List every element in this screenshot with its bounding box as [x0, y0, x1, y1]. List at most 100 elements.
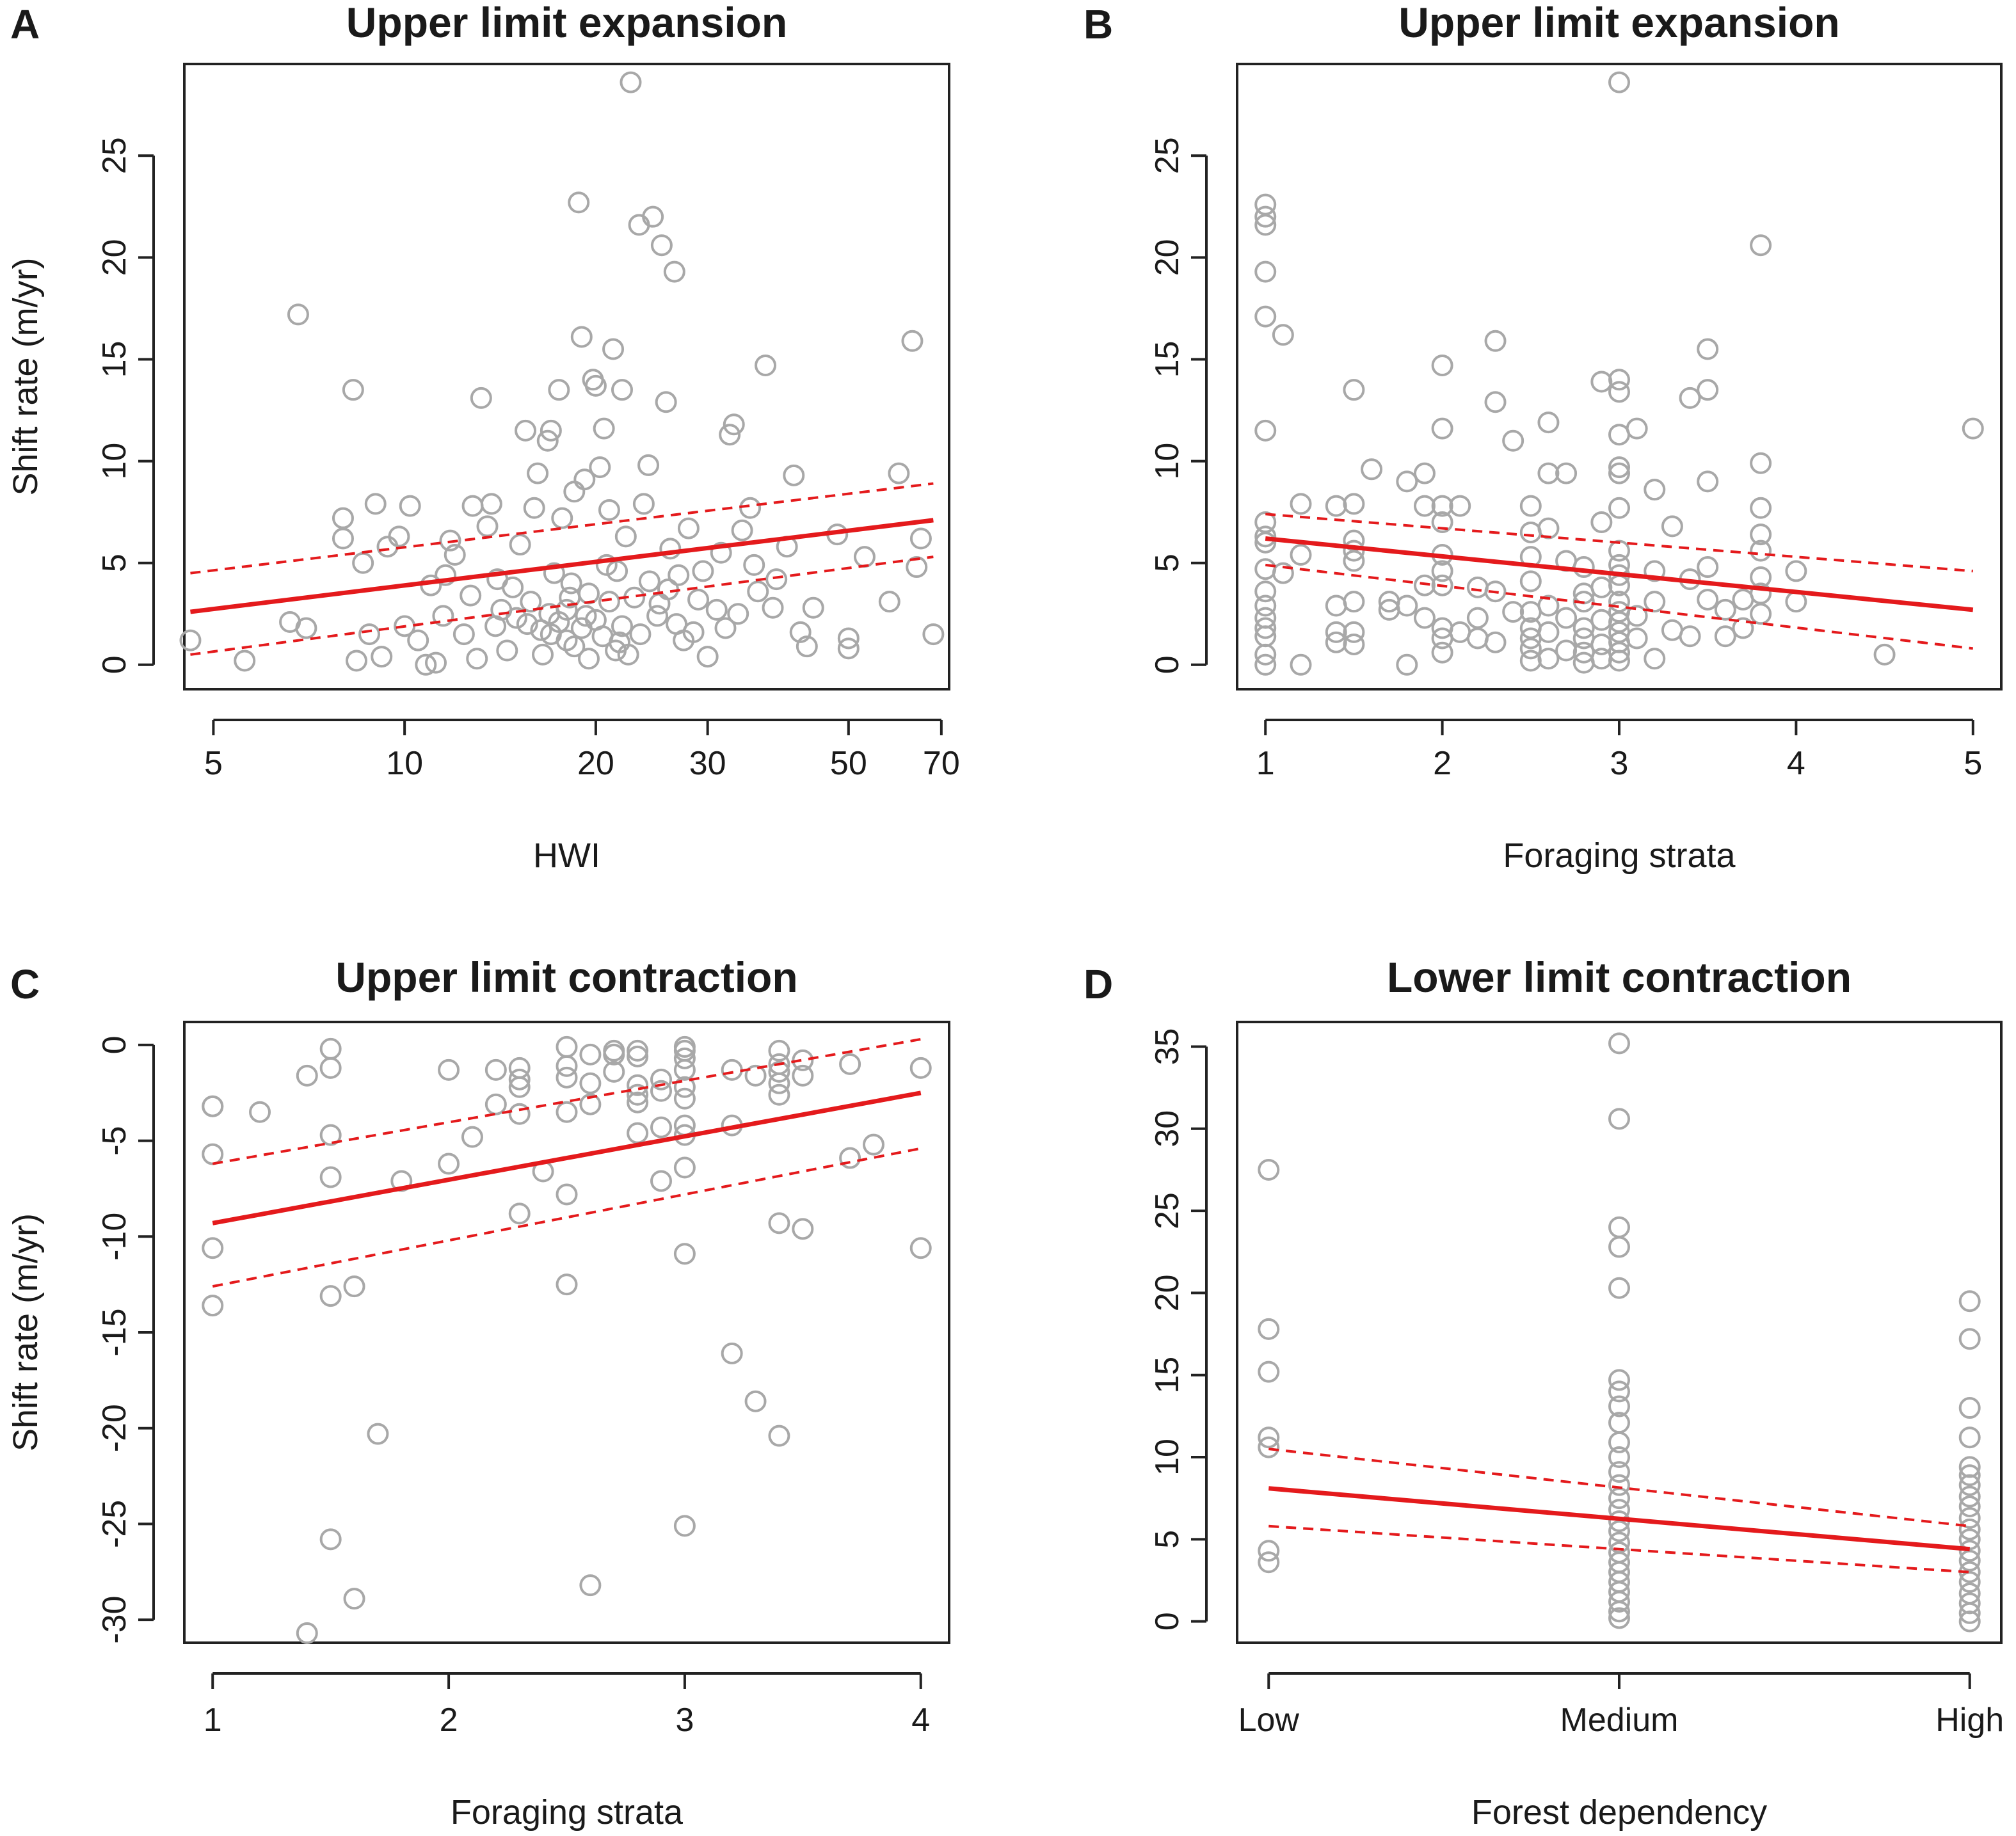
- panel-a-data-point: [470, 387, 492, 409]
- panel-b-data-point: [1714, 625, 1736, 648]
- panel-a-data-point: [723, 413, 745, 436]
- panel-c-data-point: [579, 1574, 602, 1597]
- panel-b-data-point: [1697, 470, 1719, 493]
- panel-c-y-tick-label: -25: [96, 1500, 133, 1548]
- panel-a-data-point: [642, 205, 664, 228]
- panel-b-x-tick-label: 2: [1433, 745, 1452, 782]
- panel-b-data-point: [1361, 458, 1383, 481]
- panel-b-data-point: [1750, 539, 1772, 562]
- panel-a-data-point: [727, 603, 749, 625]
- panel-b-data-point: [1644, 591, 1666, 613]
- panel-a-data-point: [444, 543, 466, 566]
- panel-a-data-point: [376, 536, 399, 558]
- panel-a-data-point: [577, 582, 600, 605]
- panel-c-data-point: [768, 1060, 790, 1083]
- panel-d-data-point: [1608, 1607, 1630, 1629]
- panel-c-data-point: [319, 1037, 342, 1060]
- panel-b-x-tick-label: 3: [1610, 745, 1629, 782]
- panel-b-data-point: [1608, 641, 1630, 664]
- panel-a-data-point: [346, 650, 368, 672]
- panel-b-data-point: [1484, 631, 1507, 653]
- panel-b-data-point: [1343, 591, 1365, 613]
- panel-b-data-point: [1343, 633, 1365, 655]
- panel-c-data-point: [343, 1588, 365, 1610]
- panel-b-data-point: [1290, 493, 1312, 515]
- panel-a-y-tick-label: 5: [96, 554, 133, 572]
- panel-b-data-point: [1661, 515, 1683, 538]
- panel-c-data-point: [768, 1425, 790, 1447]
- panel-a-x-tick-label: 10: [386, 745, 423, 782]
- panel-c-data-point: [744, 1390, 767, 1412]
- panel-c-data-point: [721, 1342, 743, 1364]
- panel-d-data-point: [1958, 1328, 1981, 1350]
- panel-d-data-point: [1608, 1474, 1630, 1496]
- panel-a-y-axis: 0 5 10 15 20 25: [96, 137, 155, 674]
- panel-c-data-point: [438, 1153, 460, 1175]
- panel-a-data-point: [543, 562, 565, 584]
- panel-d-data-point: [1608, 1431, 1630, 1453]
- panel-d-data-point: [1958, 1602, 1981, 1624]
- panel-c-data-point: [556, 1035, 578, 1058]
- panel-c-data-point: [343, 1275, 365, 1298]
- panel-d-data-point: [1608, 1601, 1630, 1623]
- panel-b-data-point: [1290, 653, 1312, 676]
- panel-a-y-axis-label: Shift rate (m/yr): [6, 257, 45, 495]
- panel-c-x-tick-label: 3: [675, 1702, 694, 1739]
- panel-b-data-point: [1537, 462, 1560, 484]
- panel-b-data-point: [1608, 71, 1630, 93]
- panel-b-data-point: [1431, 495, 1453, 517]
- panel-b-data-point: [1466, 627, 1489, 650]
- panel-c-data-point: [579, 1093, 602, 1115]
- panel-b-fit-line: [1265, 536, 1974, 612]
- panel-c-data-point: [319, 1057, 342, 1079]
- panel-b-ci-lower-line: [1265, 563, 1974, 650]
- panel-b-data-point: [1502, 601, 1524, 623]
- panel-a-data-point: [853, 546, 876, 568]
- panel-a-data-point: [352, 552, 374, 574]
- panel-c-data-point: [556, 1066, 578, 1089]
- panel-b-points: [1254, 71, 1984, 676]
- panel-d-x-tick-label: High: [1935, 1702, 2004, 1739]
- panel-a-y-tick-label: 15: [96, 341, 133, 378]
- panel-d-data-point: [1258, 1436, 1280, 1458]
- panel-a-data-point: [584, 374, 607, 397]
- panel-a-data-point: [358, 623, 381, 646]
- panel-a-data-point: [179, 629, 202, 651]
- panel-b-data-point: [1555, 462, 1578, 484]
- panel-c-data-point: [627, 1074, 649, 1096]
- panel-b-data-point: [1697, 379, 1719, 401]
- panel-b-data-point: [1590, 371, 1613, 393]
- panel-a-data-point: [388, 525, 410, 548]
- panel-b-data-point: [1254, 643, 1277, 666]
- panel-c-y-tick-label: -15: [96, 1308, 133, 1356]
- panel-b-data-point: [1732, 617, 1754, 639]
- panel-b-data-point: [1466, 607, 1489, 629]
- panel-b-data-point: [1537, 411, 1560, 434]
- panel-a-data-point: [739, 497, 762, 519]
- panel-a-data-point: [466, 648, 488, 670]
- panel-a-data-point: [614, 525, 637, 548]
- panel-a-data-point: [531, 643, 554, 666]
- panel-b-data-point: [1254, 531, 1277, 554]
- panel-a-data-point: [598, 499, 620, 521]
- panel-a-data-point: [551, 507, 573, 529]
- panel-b-letter: B: [1084, 1, 1113, 47]
- panel-a-data-point: [802, 596, 824, 619]
- panel-c-data-point: [296, 1064, 318, 1087]
- panel-a-y-tick-label: 10: [96, 443, 133, 480]
- panel-c-data-point: [650, 1068, 673, 1090]
- panel-d-y-tick-label: 35: [1149, 1028, 1186, 1066]
- panel-c-data-point: [202, 1095, 224, 1117]
- panel-b-data-point: [1679, 625, 1701, 648]
- panel-a-ci-upper-line: [190, 482, 934, 575]
- panel-a-data-point: [629, 623, 652, 646]
- panel-b-data-point: [1572, 617, 1595, 639]
- panel-a-data-point: [606, 560, 628, 582]
- panel-a-data-point: [577, 648, 600, 670]
- panel-b-data-point: [1254, 580, 1277, 603]
- panel-a-data-point: [888, 462, 910, 484]
- panel-a-data-point: [747, 580, 769, 603]
- panel-b-data-point: [1750, 603, 1772, 625]
- panel-b-data-point: [1254, 205, 1277, 228]
- panel-a-data-point: [575, 605, 597, 627]
